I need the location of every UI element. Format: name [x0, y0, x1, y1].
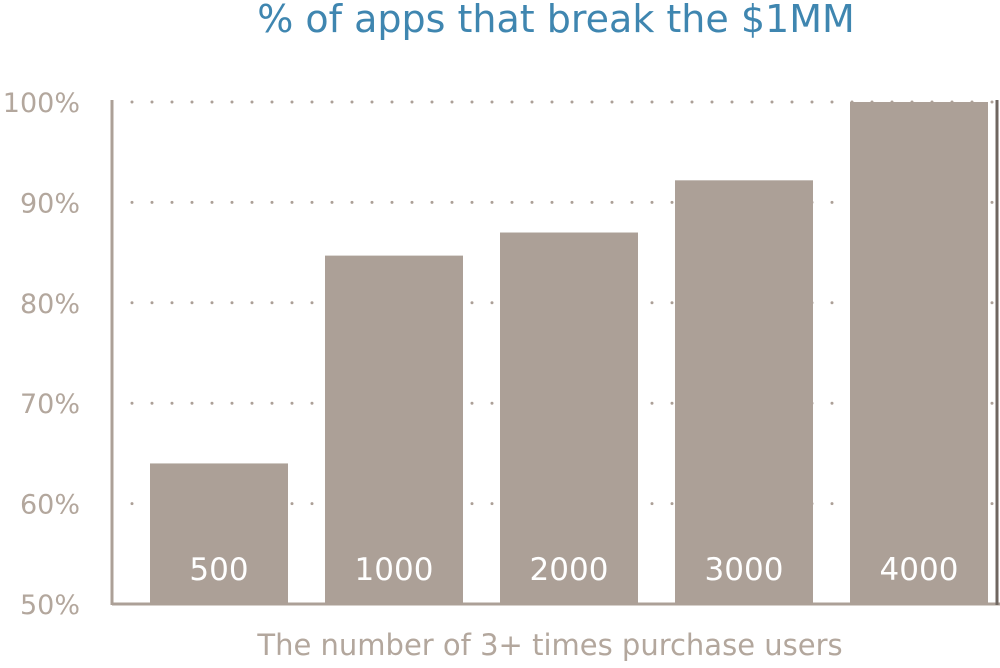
y-tick-label: 90% [20, 188, 80, 219]
bar-500 [150, 463, 288, 604]
bar-category-label: 4000 [880, 552, 959, 588]
bar-1000 [325, 255, 463, 604]
bar-3000 [675, 180, 813, 604]
y-axis-tick-labels: 50% 60% 70% 80% 90% 100% [3, 88, 80, 621]
bar-category-label: 3000 [705, 552, 784, 588]
y-tick-label: 50% [20, 590, 80, 621]
bar-4000 [850, 102, 988, 604]
x-axis-title: The number of 3+ times purchase users [256, 628, 842, 662]
bar-category-label: 2000 [530, 552, 609, 588]
y-tick-label: 70% [20, 389, 80, 420]
y-tick-label: 80% [20, 289, 80, 320]
y-tick-label: 60% [20, 490, 80, 521]
bars: 500 1000 2000 3000 4000 [150, 102, 988, 604]
bar-2000 [500, 232, 638, 604]
bar-category-label: 1000 [355, 552, 434, 588]
chart-title: % of apps that break the $1MM [257, 0, 855, 41]
bar-category-label: 500 [189, 552, 248, 588]
y-tick-label: 100% [3, 88, 80, 119]
